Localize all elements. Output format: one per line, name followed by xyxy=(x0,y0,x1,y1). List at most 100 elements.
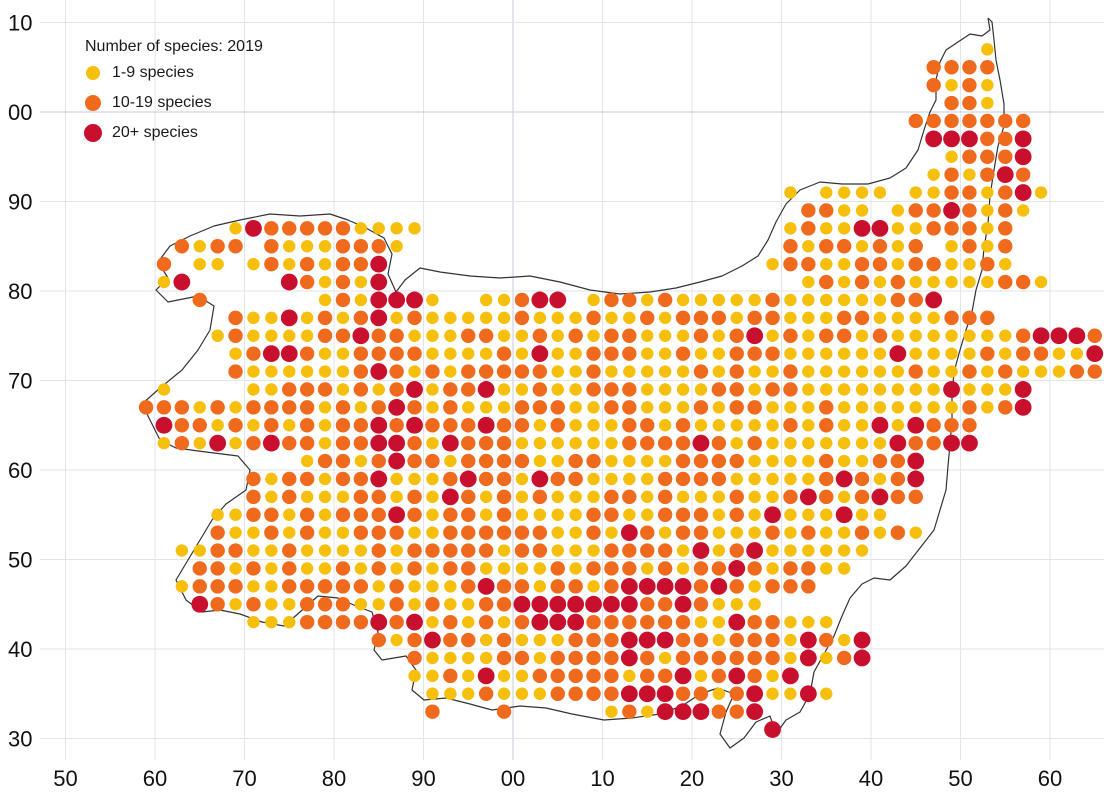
record-dot-class-1 xyxy=(873,436,887,450)
record-dot-class-2 xyxy=(604,292,619,308)
record-dot-class-2 xyxy=(711,382,727,397)
record-dot-class-2 xyxy=(389,525,404,540)
record-dot-class-2 xyxy=(550,471,565,487)
record-dot-class-2 xyxy=(228,364,243,379)
record-dot-class-1 xyxy=(318,293,332,307)
record-dot-class-2 xyxy=(532,364,548,379)
record-dot-class-1 xyxy=(766,669,779,683)
record-dot-class-1 xyxy=(515,633,529,647)
record-dot-class-3 xyxy=(531,291,549,309)
record-dot-class-1 xyxy=(837,204,851,217)
record-dot-class-1 xyxy=(354,562,368,575)
record-dot-class-1 xyxy=(551,311,564,325)
record-dot-class-3 xyxy=(638,577,656,595)
record-dot-class-3 xyxy=(692,434,710,452)
record-dot-class-1 xyxy=(820,311,833,325)
record-dot-class-2 xyxy=(210,525,225,540)
record-dot-class-1 xyxy=(873,365,887,378)
record-dot-class-1 xyxy=(820,365,833,378)
record-dot-class-2 xyxy=(335,507,351,522)
record-dot-class-2 xyxy=(836,650,852,666)
y-tick-label: 10 xyxy=(8,11,32,36)
record-dot-class-2 xyxy=(246,489,261,505)
record-dot-class-1 xyxy=(658,454,672,468)
record-dot-class-2 xyxy=(478,686,494,701)
record-dot-class-1 xyxy=(784,347,797,360)
record-dot-class-1 xyxy=(551,508,564,521)
record-dot-class-1 xyxy=(533,311,547,325)
record-dot-class-1 xyxy=(855,508,869,521)
record-dot-class-2 xyxy=(317,328,333,343)
record-dot-class-2 xyxy=(944,167,959,182)
record-dot-class-1 xyxy=(497,401,511,414)
y-tick-label: 30 xyxy=(8,727,32,752)
record-dot-class-2 xyxy=(461,364,476,379)
record-dot-class-1 xyxy=(462,598,475,611)
record-dot-class-3 xyxy=(173,273,191,291)
record-dot-class-2 xyxy=(890,471,906,487)
record-dot-class-2 xyxy=(854,310,870,326)
record-dot-class-2 xyxy=(622,704,637,719)
record-dot-class-1 xyxy=(712,329,726,342)
record-dot-class-1 xyxy=(533,419,547,432)
record-dot-class-1 xyxy=(479,347,493,360)
record-dot-class-2 xyxy=(640,597,655,612)
record-dot-class-1 xyxy=(408,222,421,235)
record-dot-class-2 xyxy=(962,149,977,164)
record-dot-class-3 xyxy=(728,613,746,631)
record-dot-class-2 xyxy=(568,650,583,666)
x-tick-label: 10 xyxy=(590,766,614,791)
record-dot-class-1 xyxy=(694,293,708,307)
record-dot-class-2 xyxy=(622,561,637,576)
record-dot-class-1 xyxy=(569,544,582,557)
record-dot-class-1 xyxy=(927,168,940,181)
record-dot-class-1 xyxy=(247,365,260,378)
record-dot-class-1 xyxy=(999,329,1012,342)
record-dot-class-1 xyxy=(372,222,385,235)
record-dot-class-2 xyxy=(461,632,476,648)
record-dot-class-1 xyxy=(784,311,797,325)
record-dot-class-2 xyxy=(317,579,333,594)
record-dot-class-2 xyxy=(908,364,923,379)
record-dot-class-2 xyxy=(854,489,870,505)
record-dot-class-2 xyxy=(693,507,709,522)
record-dot-class-1 xyxy=(444,329,457,342)
record-dot-class-2 xyxy=(604,579,619,594)
record-dot-class-1 xyxy=(426,526,439,539)
record-dot-class-2 xyxy=(747,561,762,576)
record-dot-class-2 xyxy=(675,650,691,666)
record-dot-class-1 xyxy=(891,222,905,235)
record-dot-class-2 xyxy=(980,310,995,326)
record-dot-class-2 xyxy=(1069,364,1085,379)
record-dot-class-1 xyxy=(837,257,851,271)
record-dot-class-3 xyxy=(961,130,978,148)
record-dot-class-1 xyxy=(390,490,403,504)
record-dot-class-2 xyxy=(335,328,351,343)
record-dot-class-2 xyxy=(461,579,476,594)
record-dot-class-1 xyxy=(909,275,922,289)
record-dot-class-1 xyxy=(945,257,958,271)
record-dot-class-2 xyxy=(854,256,870,272)
record-dot-class-2 xyxy=(568,632,583,648)
record-dot-class-1 xyxy=(802,508,815,521)
record-dot-class-1 xyxy=(963,168,976,181)
record-dot-class-2 xyxy=(765,579,780,594)
record-dot-class-1 xyxy=(587,436,600,450)
record-dot-class-2 xyxy=(335,256,351,272)
record-dot-class-2 xyxy=(693,525,709,540)
record-dot-class-3 xyxy=(441,488,459,506)
record-dot-class-1 xyxy=(748,365,761,378)
record-dot-class-1 xyxy=(336,490,350,504)
record-dot-class-1 xyxy=(390,633,403,647)
record-dot-class-2 xyxy=(765,525,780,540)
record-dot-class-2 xyxy=(443,471,458,487)
record-dot-class-2 xyxy=(568,686,583,701)
record-dot-class-1 xyxy=(658,526,672,539)
record-dot-class-2 xyxy=(425,597,440,612)
x-tick-label: 60 xyxy=(1038,766,1062,791)
record-dot-class-2 xyxy=(210,400,225,415)
record-dot-class-2 xyxy=(836,310,852,326)
record-dot-class-2 xyxy=(640,668,655,684)
record-dot-class-1 xyxy=(462,311,475,325)
record-dot-class-2 xyxy=(765,650,780,666)
